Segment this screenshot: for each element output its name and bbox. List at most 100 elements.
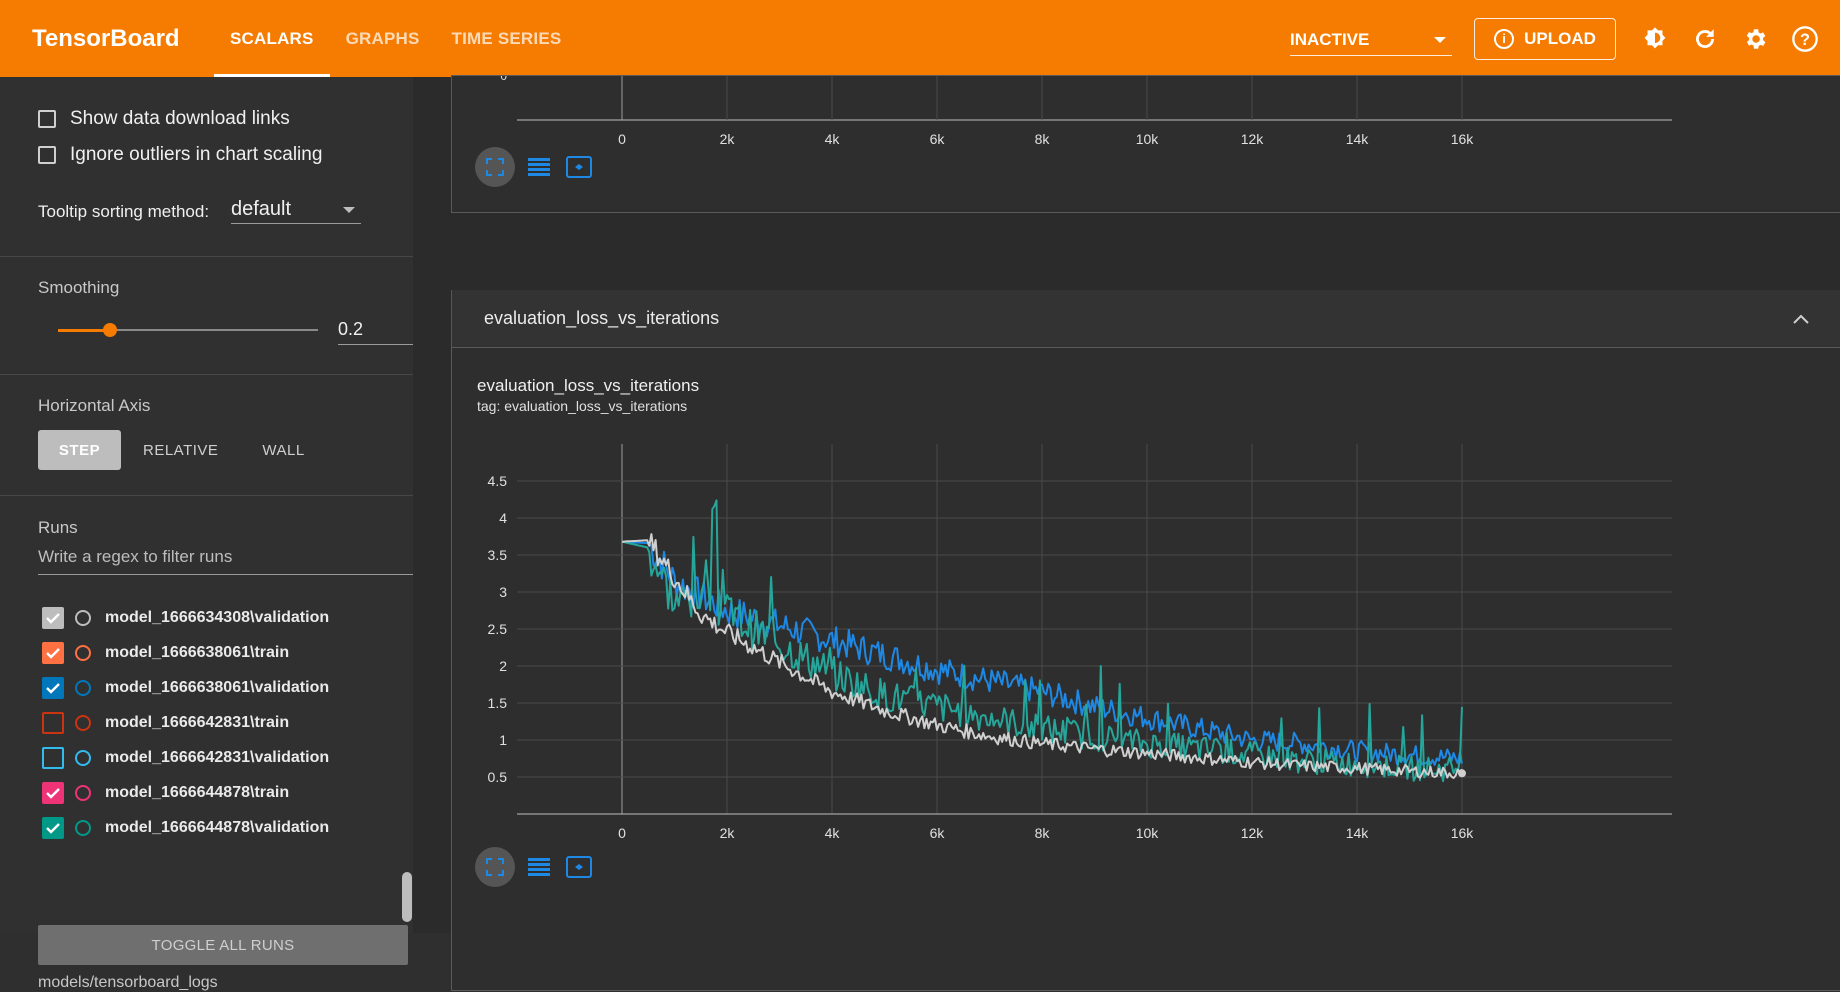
y-tick-label: 3.5 xyxy=(488,547,508,563)
help-icon[interactable]: ? xyxy=(1790,24,1820,54)
inactive-dashboards-select[interactable]: INACTIVE xyxy=(1290,22,1452,56)
top-chart-card: 0 2k 4k 6k 8k 10k 12k 14k 16k 0 xyxy=(451,75,1840,213)
upload-button[interactable]: i UPLOAD xyxy=(1474,17,1616,60)
x-tick-label: 4k xyxy=(825,131,841,147)
run-color-circle[interactable] xyxy=(75,820,91,836)
smoothing-slider-thumb[interactable] xyxy=(103,323,117,337)
header-actions: INACTIVE i UPLOAD ? xyxy=(1290,17,1840,60)
series-end-point[interactable] xyxy=(1458,769,1466,778)
run-checkbox[interactable] xyxy=(42,677,64,699)
run-item[interactable]: model_1666634308\validation xyxy=(42,607,329,629)
zoom-select-icon[interactable] xyxy=(563,151,595,183)
run-color-circle[interactable] xyxy=(75,645,91,661)
smoothing-section xyxy=(0,256,413,375)
tab-scalars[interactable]: SCALARS xyxy=(214,0,330,77)
brightness-icon[interactable] xyxy=(1640,24,1670,54)
x-tick-label: 16k xyxy=(1451,131,1475,147)
axis-relative-button[interactable]: RELATIVE xyxy=(143,441,219,459)
run-name: model_1666644878\train xyxy=(105,784,290,801)
toggle-all-runs-button[interactable]: TOGGLE ALL RUNS xyxy=(38,925,408,965)
run-item[interactable]: model_1666638061\train xyxy=(42,642,289,664)
show-download-links-checkbox[interactable]: Show data download links xyxy=(38,108,290,130)
checkbox-box[interactable] xyxy=(38,110,56,128)
top-chart-toolbar xyxy=(475,147,603,187)
x-tick-label: 2k xyxy=(720,825,736,841)
ignore-outliers-checkbox[interactable]: Ignore outliers in chart scaling xyxy=(38,144,322,166)
check-icon xyxy=(46,823,60,834)
smoothing-input[interactable]: 0.2 xyxy=(338,315,414,345)
y-tick-label: 4.5 xyxy=(488,473,508,489)
horizontal-axis-toggle: STEP RELATIVE WALL xyxy=(38,430,327,470)
main-tabs: SCALARS GRAPHS TIME SERIES xyxy=(214,0,577,77)
tab-graphs[interactable]: GRAPHS xyxy=(345,28,420,48)
smoothing-slider-fill xyxy=(58,329,110,332)
x-tick-label: 10k xyxy=(1136,825,1160,841)
run-color-circle[interactable] xyxy=(75,785,91,801)
runs-filter-input[interactable]: Write a regex to filter runs xyxy=(38,547,413,575)
run-item[interactable]: model_1666638061\validation xyxy=(42,677,329,699)
runs-scrollbar[interactable] xyxy=(402,872,412,922)
x-tick-label: 6k xyxy=(930,131,946,147)
run-checkbox[interactable] xyxy=(42,642,64,664)
run-color-circle[interactable] xyxy=(75,750,91,766)
ignore-outliers-label: Ignore outliers in chart scaling xyxy=(70,144,323,165)
sidebar: Show data download links Ignore outliers… xyxy=(0,77,414,991)
run-checkbox[interactable] xyxy=(42,712,64,734)
chart-plot[interactable]: 0 2k 4k 6k 8k 10k 12k 14k 16k 0.5 1 1.5 2 2.5 3 3.5 4 4.5 xyxy=(452,424,1840,924)
app-logo[interactable]: TensorBoard xyxy=(32,24,180,52)
tooltip-sorting-label: Tooltip sorting method: xyxy=(38,202,210,221)
main-content: 0 2k 4k 6k 8k 10k 12k 14k 16k 0 evaluation_loss_v… xyxy=(413,75,1840,991)
check-icon xyxy=(46,613,60,624)
run-checkbox[interactable] xyxy=(42,747,64,769)
run-checkbox[interactable] xyxy=(42,782,64,804)
y-tick-label: 3 xyxy=(499,584,507,600)
settings-icon[interactable] xyxy=(1740,24,1770,54)
run-item[interactable]: model_1666644878\train xyxy=(42,782,289,804)
run-item[interactable]: model_1666642831\train xyxy=(42,712,289,734)
info-icon: i xyxy=(1494,28,1515,49)
run-checkbox[interactable] xyxy=(42,817,64,839)
run-checkbox[interactable] xyxy=(42,607,64,629)
x-tick-label: 14k xyxy=(1346,131,1370,147)
series-line[interactable] xyxy=(621,499,1463,783)
run-color-circle[interactable] xyxy=(75,715,91,731)
run-name: model_1666638061\train xyxy=(105,644,290,661)
top-chart-svg[interactable]: 0 2k 4k 6k 8k 10k 12k 14k 16k 0 xyxy=(452,76,1840,172)
x-tick-label: 2k xyxy=(720,131,736,147)
x-tick-label: 16k xyxy=(1451,825,1475,841)
x-tick-label: 8k xyxy=(1035,131,1051,147)
group-header-evaluation-loss[interactable]: evaluation_loss_vs_iterations xyxy=(451,290,1840,347)
run-color-circle[interactable] xyxy=(75,610,91,626)
chevron-down-icon xyxy=(343,206,355,213)
upload-label: UPLOAD xyxy=(1524,28,1596,48)
run-name: model_1666644878\validation xyxy=(105,819,330,836)
fit-domain-icon[interactable] xyxy=(475,147,515,187)
x-tick-label: 4k xyxy=(825,825,841,841)
zoom-select-icon[interactable] xyxy=(563,851,595,883)
chevron-up-icon[interactable] xyxy=(1792,313,1810,325)
smoothing-label: Smoothing xyxy=(38,278,120,297)
axis-wall-button[interactable]: WALL xyxy=(262,441,305,459)
chart-card: evaluation_loss_vs_iterations tag: evalu… xyxy=(451,347,1840,991)
series-line[interactable] xyxy=(621,533,1463,779)
refresh-icon[interactable] xyxy=(1690,24,1720,54)
tooltip-sorting-select[interactable]: default xyxy=(231,196,361,224)
run-name: model_1666642831\train xyxy=(105,714,290,731)
chart-toolbar xyxy=(475,847,603,887)
runs-label: Runs xyxy=(38,518,78,537)
tab-time-series[interactable]: TIME SERIES xyxy=(451,28,562,48)
run-color-circle[interactable] xyxy=(75,680,91,696)
x-tick-label: 10k xyxy=(1136,131,1160,147)
run-item[interactable]: model_1666644878\validation xyxy=(42,817,329,839)
checkbox-box[interactable] xyxy=(38,146,56,164)
run-name: model_1666638061\validation xyxy=(105,679,330,696)
chart-tag: tag: evaluation_loss_vs_iterations xyxy=(477,398,688,414)
check-icon xyxy=(46,648,60,659)
smoothing-slider-track[interactable] xyxy=(58,329,318,331)
axis-step-button[interactable]: STEP xyxy=(38,430,121,470)
toggle-table-icon[interactable] xyxy=(523,151,555,183)
toggle-table-icon[interactable] xyxy=(523,851,555,883)
fit-domain-icon[interactable] xyxy=(475,847,515,887)
tooltip-sorting-value: default xyxy=(231,198,292,220)
run-item[interactable]: model_1666642831\validation xyxy=(42,747,329,769)
